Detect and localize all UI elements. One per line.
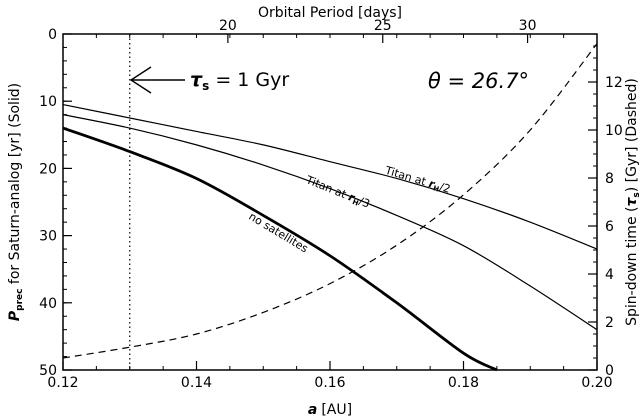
y-left-symbol: P	[7, 310, 23, 321]
y-left-tick-label: 20	[39, 161, 57, 177]
y-left-sub: prec	[15, 289, 25, 311]
y-right-sub: s	[632, 192, 642, 197]
x-top-axis-ticks: 20 25 30	[219, 18, 537, 43]
y-right-tick-label: 8	[605, 171, 614, 187]
x-tick-label: 0.20	[581, 375, 612, 391]
curve-label-tail: /3	[357, 195, 372, 211]
curve-label-symbol: r	[427, 177, 437, 191]
y-right-pre: Spin-down time (	[624, 207, 640, 326]
series-line-3	[62, 43, 598, 359]
y-left-axis-ticks: 0 10 20 30 40 50	[39, 27, 72, 379]
y-right-post: ) [Gyr] (Dashed)	[624, 78, 640, 192]
curve-label-text: no satellites	[246, 210, 310, 256]
x-top-axis-title: Orbital Period [days]	[258, 5, 402, 21]
curve-label-symbol: r	[346, 190, 356, 204]
x-axis-title: a [AU]	[308, 402, 352, 418]
x-axis-ticks: 0.12 0.14 0.16 0.18 0.20	[47, 34, 613, 391]
y-right-tick-label: 6	[605, 219, 614, 235]
x-tick-label: 0.12	[47, 375, 78, 391]
x-tick-label: 0.16	[314, 375, 345, 391]
y-right-tick-label: 12	[605, 75, 623, 91]
x-top-tick-label: 25	[374, 18, 392, 34]
tau-sub: s	[202, 79, 209, 93]
y-left-axis-title: Pprec for Saturn-analog [yr] (Solid)	[7, 83, 25, 321]
series-line-2	[62, 103, 598, 250]
tau-value: = 1 Gyr	[209, 69, 289, 91]
x-top-tick-label: 20	[219, 18, 237, 34]
y-left-rest: for Saturn-analog [yr] (Solid)	[7, 83, 23, 289]
y-right-tick-label: 0	[605, 363, 614, 379]
series-line-0	[62, 126, 498, 372]
x-tick-label: 0.14	[181, 375, 212, 391]
y-right-tau: τ	[624, 197, 640, 207]
theta-annotation: θ = 26.7°	[428, 69, 529, 93]
curve-label-text: Titan at	[303, 173, 351, 202]
curve-label-0: Titan at rH/2	[382, 164, 452, 197]
y-left-tick-label: 10	[39, 94, 57, 110]
y-left-tick-label: 30	[39, 229, 57, 245]
curve-label-sub: H	[351, 198, 360, 208]
series-line-1	[62, 114, 598, 331]
tau-arrow-head	[129, 66, 152, 94]
curve-label-sub: H	[432, 184, 440, 193]
y-right-tick-label: 4	[605, 267, 614, 283]
x-axis-symbol: a	[308, 402, 317, 418]
tau-symbol: τ	[190, 69, 203, 91]
tau-annotation-label: τs = 1 Gyr	[190, 69, 289, 93]
y-right-axis-ticks: 0 2 4 6 8 10 12	[588, 33, 623, 379]
tau-annotation: τs = 1 Gyr	[129, 66, 289, 94]
y-right-tick-label: 2	[605, 315, 614, 331]
x-axis-unit: [AU]	[321, 402, 352, 418]
x-top-tick-label: 30	[519, 18, 537, 34]
y-right-axis-title: Spin-down time (τs) [Gyr] (Dashed)	[624, 78, 642, 326]
curve-label-2: no satellites	[246, 210, 310, 256]
curve-label-tail: /2	[438, 180, 452, 196]
curve-label-1: Titan at rH/3	[303, 173, 372, 212]
series-group	[62, 43, 598, 372]
y-left-tick-label: 50	[39, 363, 57, 379]
x-tick-label: 0.18	[448, 375, 479, 391]
y-left-tick-label: 0	[48, 27, 57, 43]
curve-label-text: Titan at	[383, 164, 431, 190]
y-right-tick-label: 10	[605, 123, 623, 139]
y-left-tick-label: 40	[39, 296, 57, 312]
